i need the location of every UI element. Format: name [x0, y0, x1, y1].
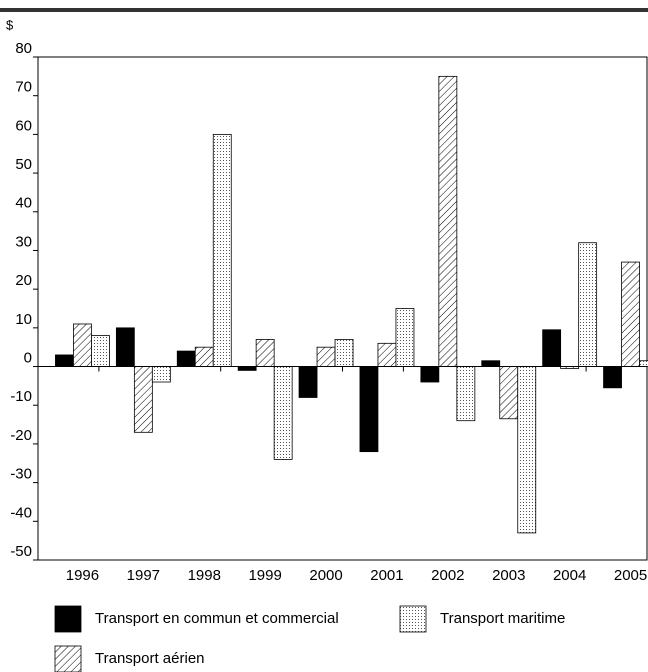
bar: [316, 346, 336, 367]
bar: [395, 308, 415, 367]
y-tick-label: 80: [15, 40, 32, 57]
bar: [456, 366, 476, 422]
bar: [212, 133, 232, 367]
bar: [115, 327, 135, 367]
x-tick-label: 1997: [127, 567, 160, 584]
x-tick-label: 2002: [431, 567, 464, 584]
bar: [438, 75, 458, 367]
bar: [542, 329, 562, 367]
bar: [255, 339, 275, 367]
y-tick-label: -40: [10, 504, 32, 521]
x-tick-label: 1999: [248, 567, 281, 584]
y-tick-label: 10: [15, 311, 32, 328]
x-tick-label: 2004: [553, 567, 586, 584]
y-tick-label: 50: [15, 156, 32, 173]
top-rule: [0, 8, 648, 12]
x-tick-label: 1996: [66, 567, 99, 584]
bar: [91, 335, 110, 367]
y-tick-label: 20: [15, 272, 32, 289]
bar: [176, 350, 196, 367]
y-tick-label: 40: [15, 195, 32, 212]
bar: [237, 366, 257, 371]
bar: [603, 366, 622, 389]
bar: [639, 360, 648, 367]
legend-swatch: [399, 605, 427, 633]
plot-frame: [37, 56, 648, 561]
bar: [420, 366, 440, 383]
bar: [621, 261, 640, 367]
bar: [151, 366, 171, 383]
y-tick-label: 30: [15, 233, 32, 250]
y-tick-label: -20: [10, 427, 32, 444]
bar: [481, 360, 501, 367]
bar: [377, 342, 397, 367]
x-tick-label: 2000: [309, 567, 342, 584]
bar: [273, 366, 293, 460]
bar: [298, 366, 318, 398]
y-tick-label: -30: [10, 466, 32, 483]
bar: [359, 366, 379, 453]
x-tick-label: 1998: [188, 567, 221, 584]
legend-swatch: [54, 645, 82, 672]
bar: [73, 323, 92, 367]
y-tick-label: 70: [15, 79, 32, 96]
bar: [578, 242, 598, 367]
legend-label: Transport maritime: [440, 610, 565, 627]
y-tick-label: 60: [15, 117, 32, 134]
y-tick-label: -50: [10, 543, 32, 560]
y-tick-label: -10: [10, 388, 32, 405]
bar: [334, 339, 354, 367]
legend-swatch: [54, 605, 82, 633]
legend-label: Transport en commun et commercial: [95, 610, 339, 627]
y-unit: $: [6, 17, 14, 32]
legend-label: Transport aérien: [95, 650, 205, 667]
y-tick-label: 0: [24, 350, 32, 367]
bar: [55, 354, 74, 367]
x-tick-label: 2003: [492, 567, 525, 584]
bar: [133, 366, 153, 433]
bar: [517, 366, 537, 534]
bar: [499, 366, 519, 420]
x-tick-label: 2001: [370, 567, 403, 584]
bar: [194, 346, 214, 367]
x-tick-label: 2005: [614, 567, 647, 584]
